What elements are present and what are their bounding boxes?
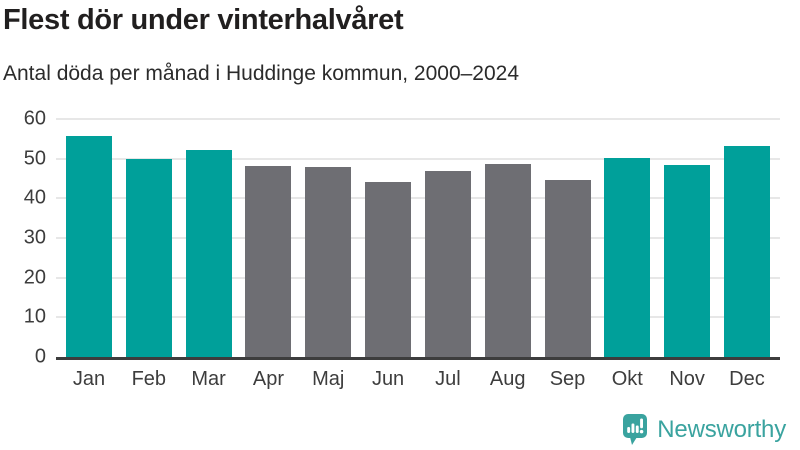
x-tick-label-mar: Mar: [191, 368, 226, 390]
bar-jan: [66, 136, 112, 357]
chart-title: Flest dör under vinterhalvåret: [3, 4, 404, 36]
bar-okt: [604, 158, 651, 357]
bar-maj: [305, 167, 352, 357]
x-tick-label-jul: Jul: [435, 368, 461, 390]
bar-apr: [245, 166, 292, 357]
plot-area: 0 10 20 30 40 50 60: [24, 108, 780, 368]
gridline-30: [56, 237, 780, 239]
chart-subtitle: Antal döda per månad i Huddinge kommun, …: [3, 62, 520, 85]
x-tick-label-dec: Dec: [729, 368, 765, 390]
y-tick-label-10: 10: [23, 305, 46, 328]
y-tick-label-0: 0: [34, 345, 46, 368]
x-axis-month-labels: Jan Feb Mar Apr Maj Jun Jul Aug Sep Okt Nov Dec: [56, 368, 780, 391]
x-tick-label-feb: Feb: [131, 368, 167, 390]
bar-feb: [125, 159, 172, 357]
y-tick-label-30: 30: [23, 226, 46, 249]
brand-name-text: Newsworthy: [657, 415, 786, 443]
x-tick-label-nov: Nov: [669, 368, 705, 390]
x-tick-label-sep: Sep: [549, 368, 586, 390]
y-tick-label-40: 40: [23, 186, 46, 209]
x-tick-label-apr: Apr: [252, 368, 284, 390]
y-tick-label-20: 20: [23, 266, 46, 289]
x-tick-label-jun: Jun: [371, 368, 405, 390]
gridline-10: [56, 316, 780, 319]
bar-nov: [664, 165, 711, 357]
bar-sep: [544, 180, 591, 357]
newsworthy-logo-icon: [623, 414, 648, 445]
bar-jun: [365, 182, 412, 357]
bar-jul: [424, 170, 471, 357]
x-tick-label-maj: Maj: [312, 368, 345, 390]
gridline-50: [56, 157, 780, 160]
bar-aug: [484, 164, 531, 357]
x-tick-label-aug: Aug: [489, 368, 526, 390]
gridline-20: [56, 276, 780, 279]
gridline-60: [56, 118, 780, 120]
y-tick-label-50: 50: [23, 147, 46, 170]
x-tick-label-okt: Okt: [611, 368, 643, 390]
brand-footer: Newsworthy: [622, 413, 786, 446]
bar-dec: [723, 146, 770, 357]
x-tick-label-jan: Jan: [72, 368, 106, 390]
y-tick-label-60: 60: [23, 107, 46, 130]
bars-layer: [56, 119, 780, 357]
gridline-40: [56, 197, 780, 200]
bar-mar: [185, 149, 232, 357]
